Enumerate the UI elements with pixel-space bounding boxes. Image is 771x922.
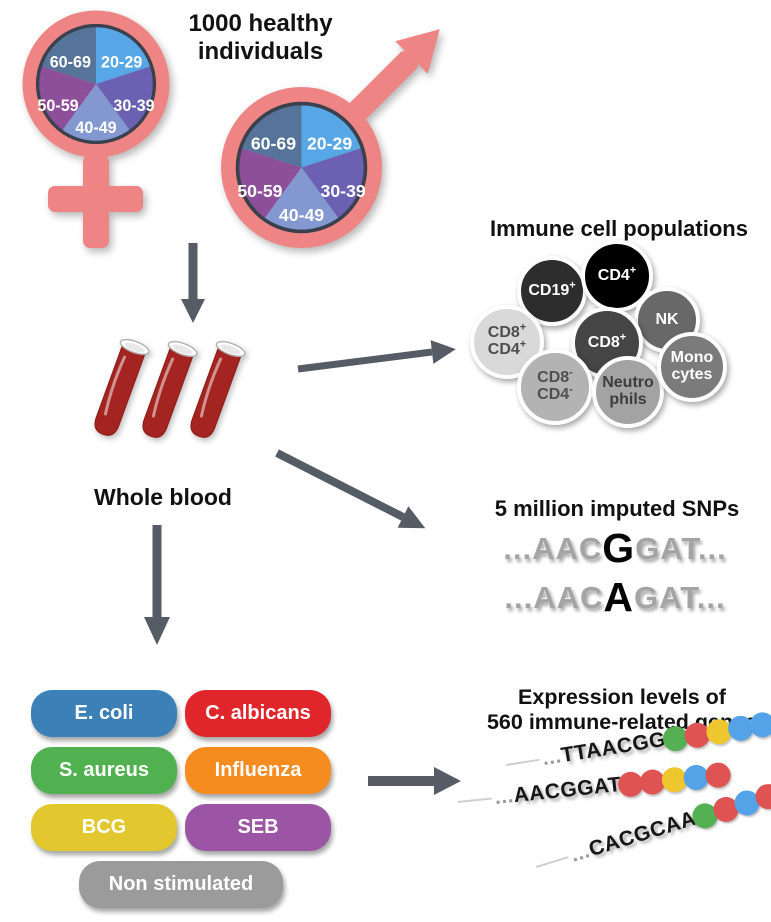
pie-slice bbox=[96, 66, 153, 131]
immune-cell-label: CD8- bbox=[537, 366, 573, 387]
snp-sequences: ...AACGGAT... ...AACAGAT... bbox=[455, 527, 771, 625]
stimulus-pill: E. coli bbox=[31, 690, 177, 737]
immune-cell-label: CD4+ bbox=[487, 338, 527, 358]
pie-label: 20-29 bbox=[101, 53, 142, 71]
stimulus-pill: S. aureus bbox=[31, 747, 177, 794]
pie-label: 60-69 bbox=[251, 133, 296, 153]
page-title-line1: 1000 healthy bbox=[188, 10, 333, 37]
stimulus-pill: C. albicans bbox=[185, 690, 331, 737]
arrow-symbols-to-blood-icon bbox=[181, 243, 205, 323]
pie-slice bbox=[239, 148, 302, 218]
expression-title-line1: Expression levels of bbox=[518, 685, 726, 709]
snps-title: 5 million imputed SNPs bbox=[494, 496, 740, 521]
male-symbol-icon: 20-29 30-39 40-49 50-59 60-69 bbox=[221, 29, 440, 248]
snp-context: GAT... bbox=[634, 580, 726, 615]
stimulus-pill: Influenza bbox=[185, 747, 331, 794]
stimuli-panel: E. coli C. albicans S. aureus Influenza BCG S… bbox=[31, 690, 331, 908]
strand-ellipsis: ... bbox=[493, 784, 515, 810]
immune-cell: CD4+ bbox=[581, 240, 653, 312]
page-title-line2: individuals bbox=[197, 37, 324, 65]
immune-cell-label: Neutro bbox=[602, 374, 654, 392]
pie-slice bbox=[264, 167, 339, 230]
snp-context: ...AAC bbox=[503, 531, 603, 566]
immune-cell-label: Mono bbox=[670, 349, 714, 367]
immune-populations-title: Immune cell populations bbox=[490, 216, 748, 241]
snp-sequence-row: ...AACAGAT... bbox=[455, 576, 771, 625]
stimulus-pill: Non stimulated bbox=[79, 861, 283, 908]
immune-cell-label: CD8+ bbox=[487, 321, 527, 342]
immune-cell: Neutro phils bbox=[592, 356, 664, 428]
strand-line bbox=[505, 758, 540, 766]
pie-label: 30-39 bbox=[320, 181, 365, 201]
immune-cell-label: phils bbox=[609, 391, 647, 408]
pie-slice bbox=[62, 84, 130, 142]
immune-cell-label: NK bbox=[655, 310, 679, 328]
snp-variant-allele: G bbox=[602, 525, 636, 571]
immune-cell-label: cytes bbox=[671, 366, 713, 383]
arrow-blood-to-cells-icon bbox=[297, 340, 456, 373]
pie-slice bbox=[242, 105, 302, 168]
pie-label: 40-49 bbox=[279, 205, 324, 225]
page-title: 1000 healthy individuals bbox=[168, 10, 353, 65]
arrow-stimuli-to-expression-icon bbox=[368, 767, 461, 795]
pie-slice bbox=[301, 105, 361, 168]
pie-label: 40-49 bbox=[75, 119, 116, 137]
immune-cell: CD8- CD4- bbox=[517, 349, 593, 425]
pie-slice bbox=[96, 26, 151, 84]
blood-tubes-icon bbox=[92, 336, 249, 443]
strand-line bbox=[535, 856, 569, 868]
strand-line bbox=[457, 797, 492, 803]
pie-slice bbox=[41, 26, 96, 84]
arrow-blood-to-stimuli-icon bbox=[144, 525, 170, 645]
female-age-pie: 20-29 30-39 40-49 50-59 60-69 bbox=[35, 23, 157, 145]
snp-context: GAT... bbox=[635, 531, 727, 566]
snp-sequence-row: ...AACGGAT... bbox=[455, 527, 771, 576]
expression-dot bbox=[704, 760, 732, 789]
arrow-blood-to-snps-icon bbox=[275, 449, 426, 529]
snp-variant-allele: A bbox=[603, 574, 635, 620]
snp-context: ...AAC bbox=[504, 580, 604, 615]
immune-cell-label: CD19+ bbox=[528, 279, 576, 299]
pie-label: 60-69 bbox=[50, 53, 91, 71]
pie-label: 50-59 bbox=[37, 97, 78, 115]
pie-label: 30-39 bbox=[113, 97, 154, 115]
male-age-pie: 20-29 30-39 40-49 50-59 60-69 bbox=[235, 101, 368, 234]
immune-cell-label: CD4- bbox=[537, 383, 573, 403]
pie-label: 20-29 bbox=[307, 133, 352, 153]
pie-label: 50-59 bbox=[237, 181, 282, 201]
immune-cell-label: CD8+ bbox=[587, 331, 627, 351]
immune-cell-label: CD4+ bbox=[597, 264, 637, 284]
stimulus-pill: SEB bbox=[185, 804, 331, 851]
female-symbol-icon: 20-29 30-39 40-49 50-59 60-69 bbox=[22, 10, 170, 248]
whole-blood-label: Whole blood bbox=[94, 484, 232, 510]
pie-slice bbox=[39, 66, 96, 131]
pie-slice bbox=[301, 148, 364, 218]
immune-cell: Mono cytes bbox=[657, 332, 727, 402]
stimulus-pill: BCG bbox=[31, 804, 177, 851]
